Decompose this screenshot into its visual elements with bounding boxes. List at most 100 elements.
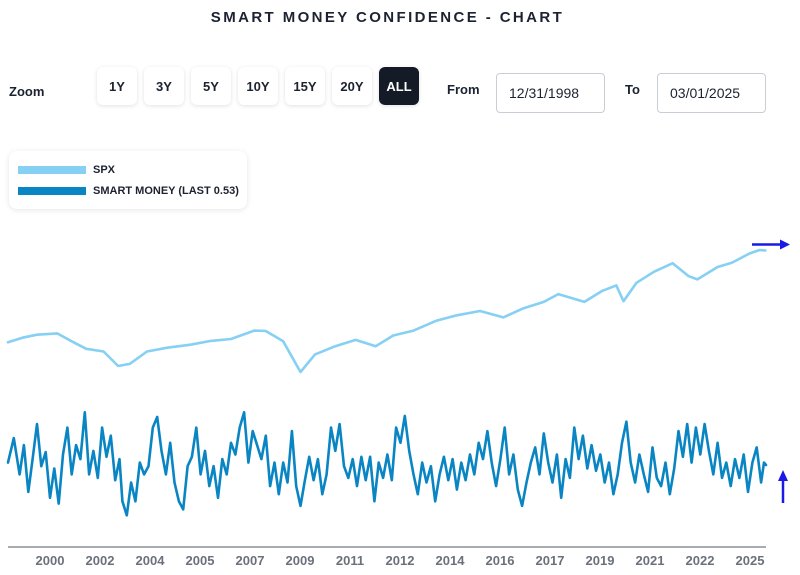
smart-money-point-20 (97, 477, 99, 479)
smart-money-point-132 (582, 435, 584, 437)
smart-money-series-line[interactable] (6, 410, 768, 517)
smart-money-point-86 (382, 477, 384, 479)
smart-money-point-71 (317, 458, 319, 460)
to-date-input[interactable]: 03/01/2025 (657, 73, 766, 113)
from-date-input[interactable]: 12/31/1998 (496, 73, 605, 113)
smart-money-point-64 (286, 481, 289, 484)
x-tick-label-2009: 2009 (286, 553, 315, 568)
smart-money-point-127 (560, 497, 562, 499)
spx-point-13 (230, 338, 232, 340)
smart-money-point-114 (504, 427, 506, 429)
legend-item-spx[interactable]: SPX (18, 164, 115, 176)
zoom-15y-button[interactable]: 15Y (285, 67, 325, 105)
smart-money-point-11 (58, 503, 60, 505)
smart-money-point-91 (404, 415, 406, 417)
smart-money-point-92 (408, 450, 410, 452)
smart-money-point-124 (547, 462, 549, 464)
smart-money-point-68 (304, 479, 306, 481)
spx-point-44 (764, 249, 767, 252)
smart-money-point-77 (343, 465, 345, 467)
smart-money-point-5 (31, 458, 34, 460)
smart-money-point-95 (421, 462, 423, 464)
smart-money-point-18 (88, 473, 90, 475)
smart-money-point-147 (647, 491, 649, 493)
spx-series-line[interactable] (6, 248, 767, 374)
spx-point-41 (731, 262, 733, 264)
smart-money-point-93 (412, 473, 415, 475)
smart-money-point-149 (656, 477, 658, 479)
smart-money-point-157 (691, 462, 693, 464)
smart-money-point-24 (114, 479, 116, 481)
smart-money-point-1 (13, 437, 15, 439)
spx-point-29 (543, 301, 545, 303)
legend-swatch-spx (18, 166, 86, 174)
spx-point-32 (601, 290, 603, 292)
zoom-20y-button[interactable]: 20Y (332, 67, 372, 105)
smart-money-point-56 (252, 430, 254, 432)
smart-money-point-116 (512, 453, 515, 456)
spx-point-37 (672, 262, 674, 264)
smart-money-point-173 (760, 481, 762, 484)
spx-point-24 (436, 320, 438, 322)
spx-point-17 (299, 371, 302, 373)
smart-money-point-121 (534, 446, 536, 448)
smart-money-point-29 (134, 500, 136, 502)
smart-money-point-150 (660, 485, 662, 487)
zoom-3y-button[interactable]: 3Y (144, 67, 184, 105)
smart-money-point-163 (717, 442, 719, 444)
x-tick-label-2007: 2007 (236, 553, 265, 568)
smart-money-point-43 (195, 427, 197, 429)
legend-item-smart-money[interactable]: SMART MONEY (LAST 0.53) (18, 185, 239, 197)
spx-point-35 (635, 282, 638, 284)
smart-money-point-13 (66, 427, 68, 429)
smart-money-point-36 (165, 473, 167, 475)
spx-point-6 (103, 350, 105, 353)
smart-money-point-62 (278, 493, 280, 495)
spx-direction-arrow-head (780, 239, 790, 250)
smart-money-point-128 (565, 458, 567, 460)
smart-money-point-52 (234, 453, 236, 456)
smart-money-point-155 (682, 456, 684, 458)
smart-money-point-76 (339, 423, 341, 425)
smart-money-point-49 (221, 458, 223, 460)
smart-money-point-84 (373, 500, 375, 502)
smart-money-point-94 (417, 493, 419, 495)
zoom-1y-button[interactable]: 1Y (97, 67, 137, 105)
smart-money-point-50 (226, 473, 228, 475)
smart-money-point-171 (751, 462, 754, 464)
x-tick-label-2012: 2012 (386, 553, 415, 568)
smart-money-point-153 (673, 467, 675, 470)
spx-point-26 (479, 310, 481, 312)
spx-point-16 (282, 340, 284, 342)
smart-money-point-118 (521, 505, 523, 507)
smart-money-point-26 (121, 500, 123, 502)
smart-money-point-39 (178, 500, 180, 502)
spx-point-30 (557, 293, 559, 295)
zoom-all-button[interactable]: ALL (379, 67, 419, 105)
smart-money-point-2 (19, 473, 21, 475)
spx-point-8 (129, 363, 131, 365)
zoom-10y-button[interactable]: 10Y (238, 67, 278, 105)
x-tick-label-2016: 2016 (486, 553, 515, 568)
smart-money-point-101 (447, 479, 449, 481)
smart-money-point-7 (40, 465, 42, 467)
smart-money-point-109 (482, 458, 484, 460)
smart-money-point-89 (395, 427, 397, 429)
x-tick-label-2014: 2014 (436, 553, 466, 568)
smart-money-point-19 (92, 450, 94, 452)
spx-point-23 (412, 330, 415, 332)
smart-money-point-46 (208, 485, 210, 487)
spx-point-27 (502, 316, 504, 318)
smart-money-point-158 (695, 427, 697, 429)
zoom-5y-button[interactable]: 5Y (191, 67, 231, 105)
smart-money-point-10 (53, 467, 55, 470)
legend-swatch-smart-money (18, 187, 86, 195)
smart-money-point-167 (734, 458, 736, 460)
smart-money-point-4 (27, 491, 29, 493)
smart-money-point-135 (595, 470, 597, 472)
smart-money-point-12 (62, 453, 64, 456)
smart-money-point-0 (7, 462, 9, 464)
smart-money-point-38 (173, 481, 176, 484)
smart-money-point-14 (71, 473, 73, 475)
